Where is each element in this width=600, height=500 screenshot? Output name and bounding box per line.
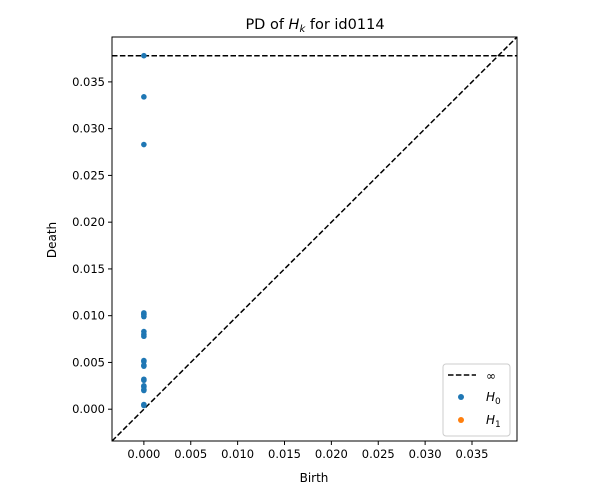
x-tick-label: 0.010 <box>221 447 254 461</box>
y-tick-label: 0.005 <box>72 355 105 369</box>
data-point-h0 <box>141 363 147 369</box>
data-point-h0 <box>141 387 147 394</box>
y-tick-label: 0.025 <box>72 168 105 182</box>
legend: ∞ H0 H1 <box>442 363 511 437</box>
chart-title-subscript: k <box>299 24 306 35</box>
legend-h0-label: H0 <box>486 390 501 407</box>
x-tick-label: 0.000 <box>127 447 160 461</box>
plot-frame <box>111 36 518 442</box>
y-tick-label: 0.000 <box>72 402 105 416</box>
y-tick-label: 0.010 <box>72 309 105 323</box>
diagonal-line <box>112 37 517 441</box>
x-tick-label: 0.015 <box>268 447 301 461</box>
x-axis-label: Birth <box>300 471 329 485</box>
x-tick-label: 0.030 <box>409 447 442 461</box>
chart-title-math: H <box>289 17 300 33</box>
legend-h1-subscript: 1 <box>495 420 501 430</box>
y-tick-label: 0.030 <box>72 122 105 136</box>
x-tick-label: 0.035 <box>456 447 489 461</box>
legend-h1-label: H1 <box>486 413 501 430</box>
x-axis: 0.000 0.005 0.010 0.015 0.020 0.025 0.030 0.035 <box>127 441 488 461</box>
y-tick-label: 0.020 <box>72 215 105 229</box>
data-point-h0 <box>141 313 147 320</box>
legend-h1-marker <box>458 417 464 423</box>
y-tick-label: 0.035 <box>72 75 105 89</box>
legend-h0-math: H <box>486 390 495 404</box>
data-point-h0 <box>141 94 147 100</box>
chart-title-suffix: for id0114 <box>305 17 384 33</box>
y-axis-label: Death <box>45 222 59 258</box>
x-tick-label: 0.005 <box>174 447 207 461</box>
legend-h0-marker <box>458 394 464 400</box>
plot-area <box>111 36 518 442</box>
x-tick-label: 0.020 <box>315 447 348 461</box>
x-tick-label: 0.025 <box>362 447 395 461</box>
legend-infinity-label: ∞ <box>486 369 496 383</box>
chart-title-prefix: PD of <box>245 17 288 33</box>
chart-title: PD of Hk for id0114 <box>245 17 384 35</box>
data-point-h0 <box>141 377 147 384</box>
data-point-h0 <box>141 52 147 59</box>
legend-h0-subscript: 0 <box>495 397 501 407</box>
plot-content <box>112 37 517 441</box>
y-axis: 0.000 0.005 0.010 0.015 0.020 0.025 0.030 0.035 <box>72 75 112 416</box>
y-tick-label: 0.015 <box>72 262 105 276</box>
data-point-h0 <box>141 333 147 340</box>
data-point-h0 <box>141 402 147 409</box>
data-point-h0 <box>141 141 147 148</box>
legend-h1-math: H <box>486 413 495 427</box>
